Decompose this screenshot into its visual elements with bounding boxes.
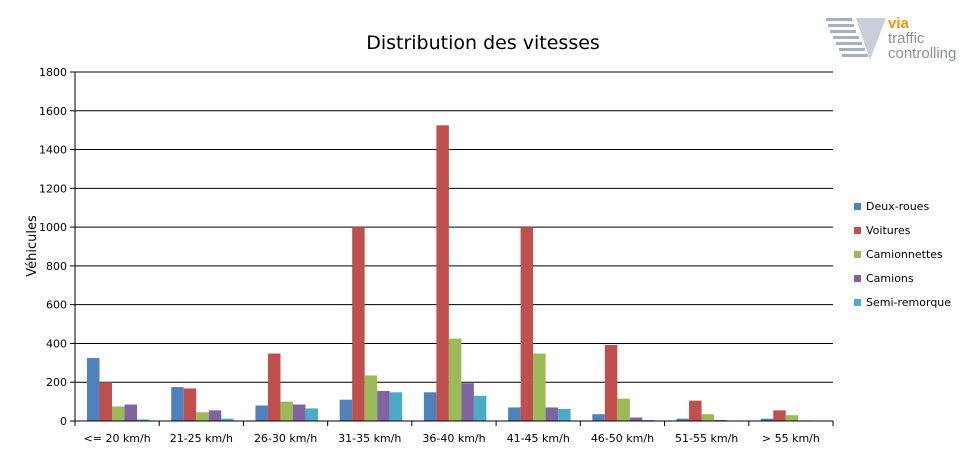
bar: [520, 227, 534, 421]
y-tick-label: 1200: [39, 182, 67, 195]
x-tick-labels: <= 20 km/h 21-25 km/h 26-30 km/h 31-35 km/h…: [74, 421, 834, 445]
bar: [280, 401, 293, 421]
bar: [171, 387, 184, 421]
bar: [604, 344, 618, 421]
legend-swatch: [854, 227, 861, 234]
bar: [689, 400, 702, 421]
y-tick-label: 1400: [39, 144, 67, 157]
bar: [508, 407, 521, 421]
bar: [305, 408, 318, 421]
legend-swatch: [854, 203, 861, 210]
bar: [461, 383, 474, 421]
bar: [533, 353, 546, 421]
bar: [137, 419, 150, 421]
axes: [74, 72, 833, 422]
bar: [448, 338, 462, 421]
bar: [617, 398, 630, 421]
bar: [339, 399, 353, 421]
legend-swatch: [854, 299, 861, 306]
legend-swatch: [854, 275, 861, 282]
bar: [785, 415, 799, 421]
bar: [773, 410, 786, 421]
bar: [545, 407, 559, 421]
bar: [99, 382, 112, 421]
y-tick-label: 1800: [39, 66, 67, 79]
x-tick-label: > 55 km/h: [762, 432, 820, 445]
x-tick-label: 41-45 km/h: [507, 432, 570, 445]
bar: [255, 405, 268, 421]
bar: [558, 408, 571, 421]
bar: [423, 392, 437, 421]
bar: [592, 414, 605, 421]
y-tick-label: 400: [46, 337, 67, 350]
legend-label: Camionnettes: [866, 248, 943, 261]
bar: [112, 406, 125, 421]
logo-via-text: via: [888, 15, 909, 32]
bar: [760, 418, 774, 421]
chart-title: Distribution des vitesses: [366, 32, 600, 54]
y-tick-label: 1600: [39, 105, 67, 118]
x-tick-label: <= 20 km/h: [84, 432, 151, 445]
legend-swatch: [854, 251, 861, 258]
legend-label: Deux-roues: [866, 200, 929, 213]
y-tick-label: 1000: [39, 221, 67, 234]
x-tick-label: 36-40 km/h: [422, 432, 485, 445]
bar: [629, 417, 643, 421]
x-tick-label: 51-55 km/h: [675, 432, 738, 445]
bar: [436, 125, 449, 421]
logo-mark-icon: [826, 18, 886, 60]
x-tick-label: 21-25 km/h: [170, 432, 233, 445]
bar: [701, 414, 715, 421]
bar: [183, 388, 197, 421]
bar: [292, 404, 306, 421]
y-tick-label: 600: [46, 299, 67, 312]
bar: [87, 357, 100, 421]
y-axis-label: Véhicules: [25, 215, 40, 277]
y-tick-label: 800: [46, 260, 67, 273]
x-tick-label: 31-35 km/h: [338, 432, 401, 445]
x-tick-label: 46-50 km/h: [591, 432, 654, 445]
via-traffic-logo: via traffic controlling: [826, 14, 971, 70]
bar: [473, 395, 487, 421]
bar: [267, 353, 281, 421]
legend-label: Camions: [866, 272, 914, 285]
bar: [352, 227, 365, 421]
logo-controlling-text: controlling: [888, 45, 957, 62]
bar: [124, 404, 137, 421]
grid-lines: [75, 71, 833, 383]
bar: [364, 375, 378, 421]
bar: [389, 392, 403, 421]
logo-traffic-text: traffic: [888, 30, 925, 47]
bar: [196, 412, 209, 421]
bar: [377, 390, 390, 421]
bar: [208, 410, 222, 421]
legend: Deux-roues Voitures Camionnettes Camions Sem…: [854, 200, 951, 309]
legend-label: Voitures: [866, 224, 911, 237]
x-tick-label: 26-30 km/h: [254, 432, 317, 445]
bars: [87, 125, 824, 421]
bar: [221, 418, 234, 421]
y-tick-label: 200: [46, 376, 67, 389]
bar: [676, 418, 690, 421]
legend-label: Semi-remorque: [866, 296, 951, 309]
y-tick-label: 0: [60, 415, 67, 428]
y-tick-labels: 0 200 400 600 800 1000 1200 1400 1600 1800: [39, 66, 75, 428]
